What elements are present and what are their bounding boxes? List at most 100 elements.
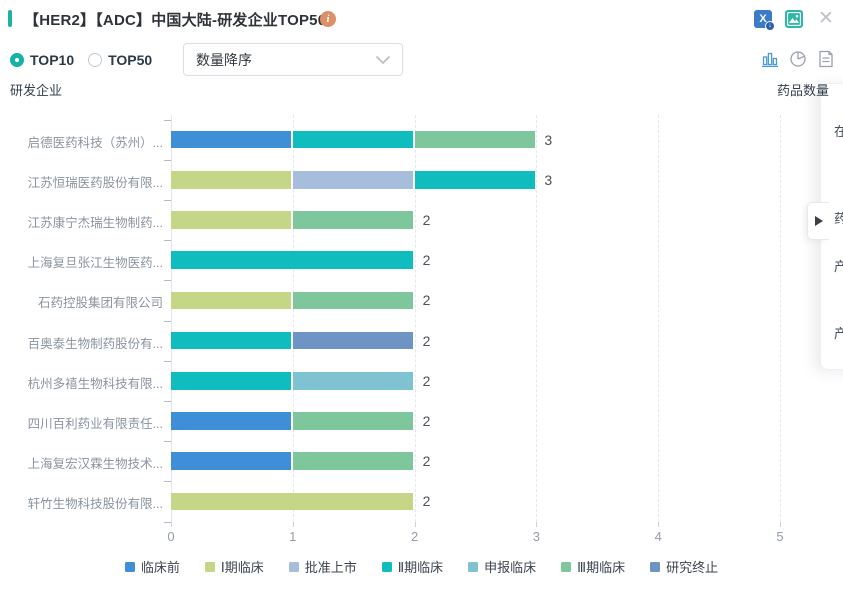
gridline bbox=[780, 115, 781, 522]
category-label[interactable]: 江苏康宁杰瑞生物制药... bbox=[27, 216, 163, 230]
y-axis-tick bbox=[164, 400, 171, 402]
panel-item-label[interactable]: 产 bbox=[834, 259, 843, 274]
category-label[interactable]: 上海复旦张江生物医药... bbox=[27, 256, 163, 271]
category-label[interactable]: 上海复宏汉霖生物技术... bbox=[27, 457, 163, 472]
y-axis-tick bbox=[164, 159, 171, 161]
chevron-down-icon bbox=[376, 55, 390, 64]
panel-expand-button[interactable] bbox=[807, 202, 829, 240]
y-axis-tick bbox=[164, 199, 171, 201]
legend-item-Ⅰ期临床[interactable]: Ⅰ期临床 bbox=[204, 557, 264, 576]
legend-label: Ⅱ期临床 bbox=[397, 560, 444, 575]
bar-segment-申报临床[interactable] bbox=[292, 372, 414, 390]
radio-unselected-icon bbox=[88, 53, 103, 67]
x-axis-tick bbox=[171, 522, 172, 527]
legend-swatch bbox=[468, 561, 479, 572]
bar-total-label: 2 bbox=[422, 493, 431, 510]
x-axis-tick-label: 4 bbox=[654, 529, 662, 544]
title-accent-bar bbox=[8, 10, 12, 27]
bar-segment-临床前[interactable] bbox=[171, 452, 292, 470]
category-label[interactable]: 轩竹生物科技股份有限... bbox=[27, 497, 163, 512]
bar-segment-Ⅲ期临床[interactable] bbox=[292, 211, 414, 229]
bar-total-label: 2 bbox=[422, 292, 431, 309]
legend-item-申报临床[interactable]: 申报临床 bbox=[468, 557, 536, 576]
arrow-right-icon bbox=[814, 216, 823, 226]
view-switch bbox=[761, 50, 835, 68]
legend-item-临床前[interactable]: 临床前 bbox=[124, 557, 180, 576]
bar-segment-Ⅰ期临床[interactable] bbox=[171, 291, 292, 310]
y-axis-tick bbox=[164, 320, 171, 322]
legend-item-批准上市[interactable]: 批准上市 bbox=[288, 557, 357, 576]
panel-item-label[interactable]: 在 bbox=[834, 124, 843, 139]
legend-item-研究终止[interactable]: 研究终止 bbox=[650, 557, 718, 576]
bar-segment-Ⅰ期临床[interactable] bbox=[171, 211, 292, 229]
bar-segment-Ⅲ期临床[interactable] bbox=[292, 452, 414, 470]
pie-chart-view-icon[interactable] bbox=[789, 50, 807, 68]
sort-dropdown[interactable]: 数量降序 bbox=[183, 43, 403, 76]
bar-chart-view-icon[interactable] bbox=[761, 50, 779, 68]
x-axis-tick-label: 1 bbox=[289, 529, 297, 544]
category-label[interactable]: 四川百利药业有限责任... bbox=[27, 417, 163, 431]
x-axis-tick bbox=[658, 522, 660, 527]
gridline bbox=[292, 115, 294, 522]
category-label[interactable]: 石药控股集团有限公司 bbox=[37, 296, 163, 311]
bar-total-label: 2 bbox=[422, 332, 431, 349]
page-title: 【HER2】【ADC】中国大陆-研发企业TOP50 bbox=[24, 12, 327, 29]
excel-export-icon[interactable]: X ↓ bbox=[754, 10, 775, 31]
bar-segment-Ⅲ期临床[interactable] bbox=[292, 291, 414, 310]
legend-item-Ⅲ期临床[interactable]: Ⅲ期临床 bbox=[561, 557, 625, 576]
x-axis-tick-label: 5 bbox=[776, 529, 784, 544]
category-label[interactable]: 江苏恒瑞医药股份有限... bbox=[27, 175, 163, 190]
gridline bbox=[414, 115, 416, 522]
x-axis-caption: 药品数量 bbox=[777, 83, 830, 98]
legend-swatch bbox=[561, 561, 572, 572]
x-axis-tick bbox=[536, 522, 538, 527]
bar-segment-临床前[interactable] bbox=[171, 130, 292, 149]
close-icon[interactable]: ✕ bbox=[818, 8, 834, 29]
legend-label: 研究终止 bbox=[666, 560, 719, 575]
legend-label: 申报临床 bbox=[484, 560, 537, 575]
bar-segment-Ⅱ期临床[interactable] bbox=[414, 171, 535, 189]
gridline bbox=[536, 115, 538, 522]
y-axis-tick bbox=[164, 360, 171, 362]
x-axis-tick-label: 0 bbox=[167, 529, 175, 544]
legend-label: Ⅲ期临床 bbox=[577, 560, 626, 575]
panel-item-label[interactable]: 药 bbox=[834, 211, 843, 226]
bar-segment-Ⅱ期临床[interactable] bbox=[292, 130, 414, 149]
report-view-icon[interactable] bbox=[817, 50, 835, 68]
radio-top50[interactable]: TOP50 bbox=[88, 52, 152, 68]
bar-segment-Ⅰ期临床[interactable] bbox=[171, 171, 292, 189]
bar-segment-Ⅰ期临床[interactable] bbox=[171, 492, 414, 511]
bar-segment-批准上市[interactable] bbox=[292, 171, 414, 189]
radio-top10[interactable]: TOP10 bbox=[10, 52, 74, 68]
bar-segment-研究终止[interactable] bbox=[292, 331, 414, 350]
legend-item-Ⅱ期临床[interactable]: Ⅱ期临床 bbox=[381, 557, 444, 576]
legend-label: Ⅰ期临床 bbox=[220, 560, 264, 575]
y-axis-line bbox=[171, 115, 172, 522]
category-label[interactable]: 杭州多禧生物科技有限... bbox=[27, 376, 163, 391]
image-export-icon[interactable] bbox=[785, 10, 803, 28]
legend-swatch bbox=[124, 561, 135, 572]
bar-segment-Ⅱ期临床[interactable] bbox=[171, 372, 292, 390]
bar-total-label: 2 bbox=[422, 252, 431, 269]
radio-top10-label: TOP10 bbox=[30, 52, 75, 68]
info-icon[interactable]: i bbox=[320, 11, 336, 27]
bar-total-label: 3 bbox=[544, 171, 553, 188]
radio-selected-icon bbox=[10, 53, 24, 67]
bar-total-label: 3 bbox=[544, 131, 553, 148]
bar-segment-Ⅲ期临床[interactable] bbox=[292, 412, 414, 430]
bar-segment-Ⅱ期临床[interactable] bbox=[171, 251, 414, 269]
bar-segment-临床前[interactable] bbox=[171, 412, 292, 430]
sort-dropdown-value: 数量降序 bbox=[196, 51, 252, 68]
bar-segment-Ⅲ期临床[interactable] bbox=[414, 130, 535, 149]
y-axis-tick bbox=[164, 280, 171, 282]
legend-swatch bbox=[288, 561, 299, 572]
category-label[interactable]: 百奥泰生物制药股份有... bbox=[27, 336, 163, 351]
category-label[interactable]: 启德医药科技（苏州）... bbox=[27, 135, 163, 150]
panel-item-label[interactable]: 产 bbox=[834, 326, 843, 341]
legend-label: 批准上市 bbox=[304, 560, 357, 575]
bar-segment-Ⅱ期临床[interactable] bbox=[171, 331, 292, 350]
bar-total-label: 2 bbox=[422, 453, 431, 470]
legend-swatch bbox=[381, 561, 392, 572]
download-badge-icon: ↓ bbox=[765, 21, 775, 31]
